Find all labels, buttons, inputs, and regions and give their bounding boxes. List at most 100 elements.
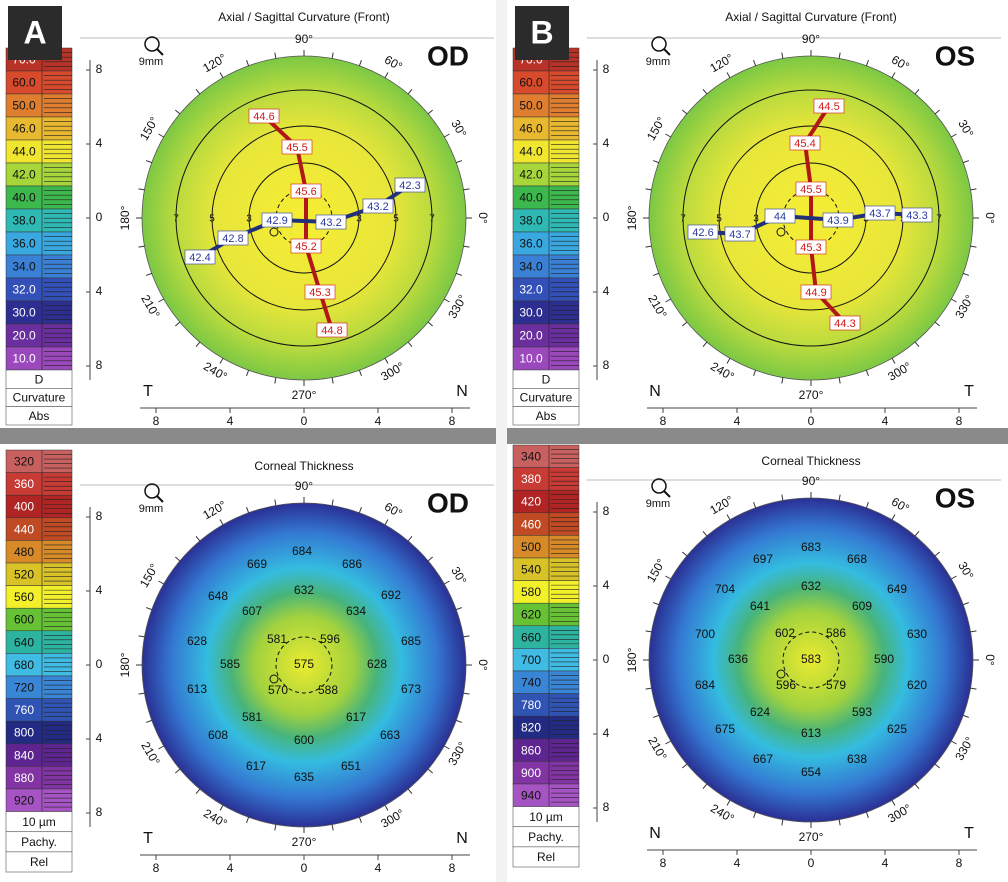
edge-tick	[274, 824, 277, 831]
scale-footer: Abs	[29, 409, 50, 423]
x-tick-label: 0	[301, 861, 308, 875]
edge-tick	[681, 321, 688, 327]
zoom-handle	[663, 48, 671, 56]
angle-label: 330°	[445, 292, 470, 321]
ring-label: 7	[173, 214, 179, 225]
edge-tick	[652, 602, 659, 606]
angle-label: 30°	[448, 564, 469, 587]
steep-reading: 45.3	[800, 242, 821, 254]
flat-reading: 42.4	[189, 252, 210, 264]
panel-badge	[8, 6, 62, 60]
scale-label: 50.0	[519, 99, 543, 113]
flat-reading-box	[864, 205, 896, 221]
column-gap	[496, 0, 507, 882]
edge-tick	[246, 506, 250, 513]
steep-reading-box	[304, 284, 336, 300]
edge-tick	[246, 59, 250, 66]
thickness-reading: 673	[401, 682, 421, 696]
edge-tick	[219, 358, 224, 364]
pupil-center	[269, 227, 279, 237]
y-tick-label: 0	[603, 652, 610, 666]
thickness-reading: 649	[887, 582, 907, 596]
edge-tick	[456, 607, 463, 611]
edge-tick	[456, 160, 463, 164]
ring-label: 7	[429, 214, 435, 225]
panel-badge-letter: A	[23, 14, 46, 50]
edge-tick	[274, 377, 277, 384]
angle-label: 120°	[707, 51, 736, 76]
angle-label: 0°	[476, 659, 490, 671]
steep-reading: 45.2	[295, 241, 316, 253]
y-tick-label: 4	[96, 284, 103, 298]
edge-tick	[781, 819, 784, 826]
edge-tick	[865, 59, 869, 66]
flat-reading: 43.2	[367, 201, 388, 213]
x-tick-label: 4	[227, 861, 234, 875]
y-tick-label: 0	[603, 210, 610, 224]
flat-reading-box	[217, 230, 249, 246]
steep-reading-box	[789, 135, 821, 151]
scale-footer-box	[512, 846, 580, 868]
ring-label: 5	[393, 214, 399, 225]
scale-footer: Curvature	[13, 391, 66, 405]
x-tick-label: 4	[734, 414, 741, 428]
scale-label: 720	[14, 680, 34, 694]
flat-reading: 43.2	[320, 217, 341, 229]
thickness-reading: 651	[341, 759, 361, 773]
y-tick-label: 4	[603, 136, 610, 150]
edge-tick	[145, 272, 152, 276]
angle-label: 30°	[448, 117, 469, 140]
thickness-reading: 654	[801, 765, 821, 779]
thickness-reading: 607	[242, 604, 262, 618]
edge-tick	[456, 272, 463, 276]
edge-tick	[652, 714, 659, 718]
edge-tick	[970, 630, 977, 633]
edge-tick	[865, 501, 869, 508]
edge-tick	[665, 740, 671, 745]
edge-tick	[681, 109, 688, 115]
edge-tick	[444, 580, 450, 585]
thickness-reading: 663	[380, 728, 400, 742]
angle-label: 90°	[802, 32, 820, 46]
steep-reading: 44.8	[321, 325, 342, 337]
thickness-reading: 590	[874, 652, 894, 666]
flat-reading: 42.9	[266, 215, 287, 227]
edge-tick	[702, 783, 708, 790]
edge-tick	[914, 783, 920, 790]
y-tick-label: 8	[96, 358, 103, 372]
angle-label: 90°	[802, 474, 820, 488]
right-side-label: T	[964, 383, 974, 400]
edge-tick	[753, 59, 757, 66]
angle-label: 0°	[983, 212, 997, 224]
thickness-reading: 686	[342, 557, 362, 571]
edge-tick	[174, 768, 181, 774]
flat-reading-box	[184, 249, 216, 265]
flat-reading: 43.7	[869, 208, 890, 220]
scale-label: 620	[521, 608, 541, 622]
left-side-label: T	[143, 383, 153, 400]
y-tick-label: 8	[603, 800, 610, 814]
scale-label: 42.0	[12, 168, 36, 182]
thickness-reading: 641	[750, 599, 770, 613]
steep-reading: 45.5	[286, 142, 307, 154]
angle-label: 180°	[625, 205, 639, 230]
angle-label: 210°	[645, 292, 670, 321]
thickness-reading: 596	[320, 632, 340, 646]
scale-label: 560	[14, 590, 34, 604]
scale-label: 920	[14, 793, 34, 807]
edge-tick	[384, 72, 389, 78]
edge-tick	[891, 800, 896, 806]
angle-label: 120°	[707, 493, 736, 518]
angle-label: 180°	[625, 647, 639, 672]
angle-label: 210°	[138, 739, 163, 768]
x-tick-label: 8	[153, 861, 160, 875]
edge-tick	[427, 556, 434, 562]
edge-tick	[702, 530, 708, 537]
scale-label: 480	[14, 545, 34, 559]
angle-label: 210°	[138, 292, 163, 321]
flat-reading-box	[362, 198, 394, 214]
scale-label: 50.0	[12, 99, 36, 113]
edge-tick	[838, 377, 841, 384]
thickness-reading: 697	[753, 552, 773, 566]
scale-label: 38.0	[12, 214, 36, 228]
